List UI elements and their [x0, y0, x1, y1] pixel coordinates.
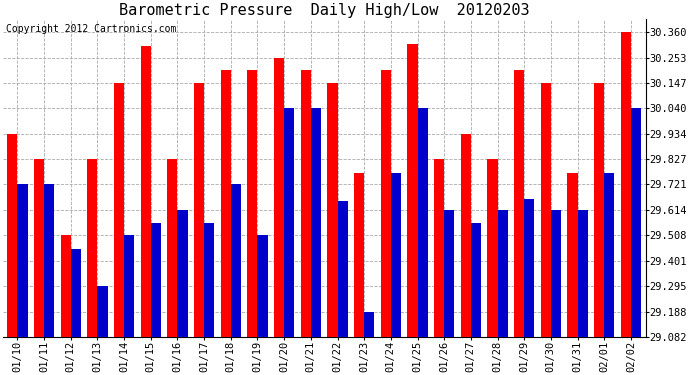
Bar	[71, 249, 81, 337]
Bar	[124, 235, 135, 337]
Bar	[221, 70, 231, 337]
Bar	[444, 210, 454, 337]
Bar	[168, 159, 177, 337]
Bar	[487, 159, 497, 337]
Bar	[391, 173, 401, 337]
Bar	[151, 223, 161, 337]
Bar	[88, 159, 97, 337]
Bar	[204, 223, 215, 337]
Bar	[594, 83, 604, 337]
Bar	[381, 70, 391, 337]
Text: Copyright 2012 Cartronics.com: Copyright 2012 Cartronics.com	[6, 24, 177, 34]
Bar	[310, 108, 321, 337]
Bar	[604, 173, 614, 337]
Bar	[257, 235, 268, 337]
Bar	[247, 70, 257, 337]
Bar	[8, 134, 17, 337]
Title: Barometric Pressure  Daily High/Low  20120203: Barometric Pressure Daily High/Low 20120…	[119, 3, 529, 18]
Bar	[177, 210, 188, 337]
Bar	[301, 70, 310, 337]
Bar	[497, 210, 508, 337]
Bar	[337, 201, 348, 337]
Bar	[578, 210, 588, 337]
Bar	[541, 83, 551, 337]
Bar	[514, 70, 524, 337]
Bar	[194, 83, 204, 337]
Bar	[61, 235, 71, 337]
Bar	[461, 134, 471, 337]
Bar	[114, 83, 124, 337]
Bar	[621, 32, 631, 337]
Bar	[471, 223, 481, 337]
Bar	[327, 83, 337, 337]
Bar	[567, 173, 578, 337]
Bar	[274, 58, 284, 337]
Bar	[34, 159, 44, 337]
Bar	[407, 44, 417, 337]
Bar	[17, 184, 28, 337]
Bar	[284, 108, 295, 337]
Bar	[417, 108, 428, 337]
Bar	[434, 159, 444, 337]
Bar	[231, 184, 241, 337]
Bar	[141, 46, 151, 337]
Bar	[354, 173, 364, 337]
Bar	[44, 184, 55, 337]
Bar	[97, 286, 108, 337]
Bar	[524, 199, 534, 337]
Bar	[551, 210, 561, 337]
Bar	[364, 312, 374, 337]
Bar	[631, 108, 641, 337]
